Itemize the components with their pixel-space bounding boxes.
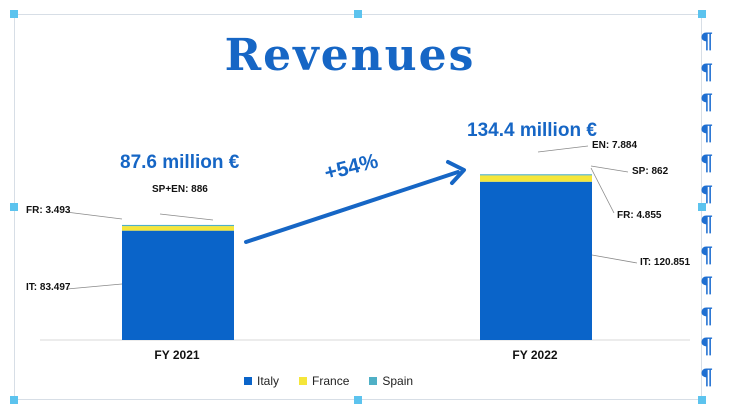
- label-fr-2021: FR: 3.493: [26, 205, 71, 216]
- selection-handle-middle-left[interactable]: [10, 203, 18, 211]
- legend-swatch-france: [299, 377, 308, 385]
- paragraph-mark-icon: ¶: [700, 272, 714, 297]
- total-fy2022: 134.4 million €: [467, 120, 597, 141]
- paragraph-mark-icon: ¶: [700, 363, 714, 389]
- label-sp-en-2021: SP+EN: 886: [152, 184, 208, 195]
- selection-handle-top-left[interactable]: [10, 10, 18, 18]
- leader-it-2022: [591, 254, 638, 264]
- paragraph-mark-icon: ¶: [700, 150, 714, 175]
- label-fr-2022: FR: 4.855: [617, 210, 662, 221]
- legend-label-spain: Spain: [382, 374, 414, 388]
- selection-handle-middle-right[interactable]: [698, 203, 706, 211]
- paragraph-mark-icon: ¶: [700, 28, 714, 53]
- bar-spain-fy2021: [122, 224, 234, 227]
- label-it-2022: IT: 120.851: [640, 257, 691, 268]
- leader-it-2021: [66, 283, 123, 290]
- leader-sp-en-2021: [159, 213, 214, 221]
- legend-swatch-italy: [244, 377, 252, 385]
- paragraph-mark-icon: ¶: [700, 211, 714, 236]
- growth-arrow-head: [446, 160, 466, 185]
- leader-sp-2022: [590, 165, 629, 173]
- label-it-2021: IT: 83.497: [26, 282, 71, 293]
- bar-spain-fy2022: [480, 174, 592, 176]
- label-sp-2022: SP: 862: [632, 166, 669, 177]
- chart-title: Revenues: [224, 30, 476, 81]
- selection-handle-bottom-middle[interactable]: [354, 396, 362, 404]
- selection-handle-top-right[interactable]: [698, 10, 706, 18]
- bar-italy-fy2021: [122, 230, 234, 340]
- legend-label-italy: Italy: [257, 374, 280, 388]
- legend-swatch-spain: [369, 377, 378, 385]
- label-en-2022: EN: 7.884: [592, 140, 638, 151]
- leader-fr-2022: [590, 167, 615, 214]
- total-fy2021: 87.6 million €: [120, 152, 240, 173]
- leader-fr-2021: [65, 211, 123, 220]
- category-label-fy2022: FY 2022: [512, 348, 558, 362]
- growth-arrow: [244, 170, 460, 244]
- paragraph-mark-icon: ¶: [700, 58, 714, 84]
- legend: Italy France Spain: [244, 374, 413, 388]
- legend-label-france: France: [312, 374, 350, 388]
- paragraph-mark-icon: ¶: [700, 333, 714, 358]
- bar-italy-fy2022: [480, 181, 592, 340]
- category-label-fy2021: FY 2021: [154, 348, 200, 362]
- paragraph-mark-icon: ¶: [700, 302, 714, 328]
- leader-en-2022: [537, 145, 589, 153]
- selection-handle-bottom-left[interactable]: [10, 396, 18, 404]
- selection-handle-bottom-right[interactable]: [698, 396, 706, 404]
- legend-item-spain: Spain: [369, 374, 413, 388]
- bar-france-fy2021: [122, 226, 234, 231]
- paragraph-mark-icon: ¶: [700, 180, 714, 206]
- bar-france-fy2022: [480, 175, 592, 182]
- legend-item-france: France: [299, 374, 349, 388]
- paragraph-mark-icon: ¶: [700, 241, 714, 267]
- legend-item-italy: Italy: [244, 374, 279, 388]
- paragraph-mark-icon: ¶: [700, 119, 714, 145]
- paragraph-mark-icon: ¶: [700, 89, 714, 114]
- selection-handle-top-middle[interactable]: [354, 10, 362, 18]
